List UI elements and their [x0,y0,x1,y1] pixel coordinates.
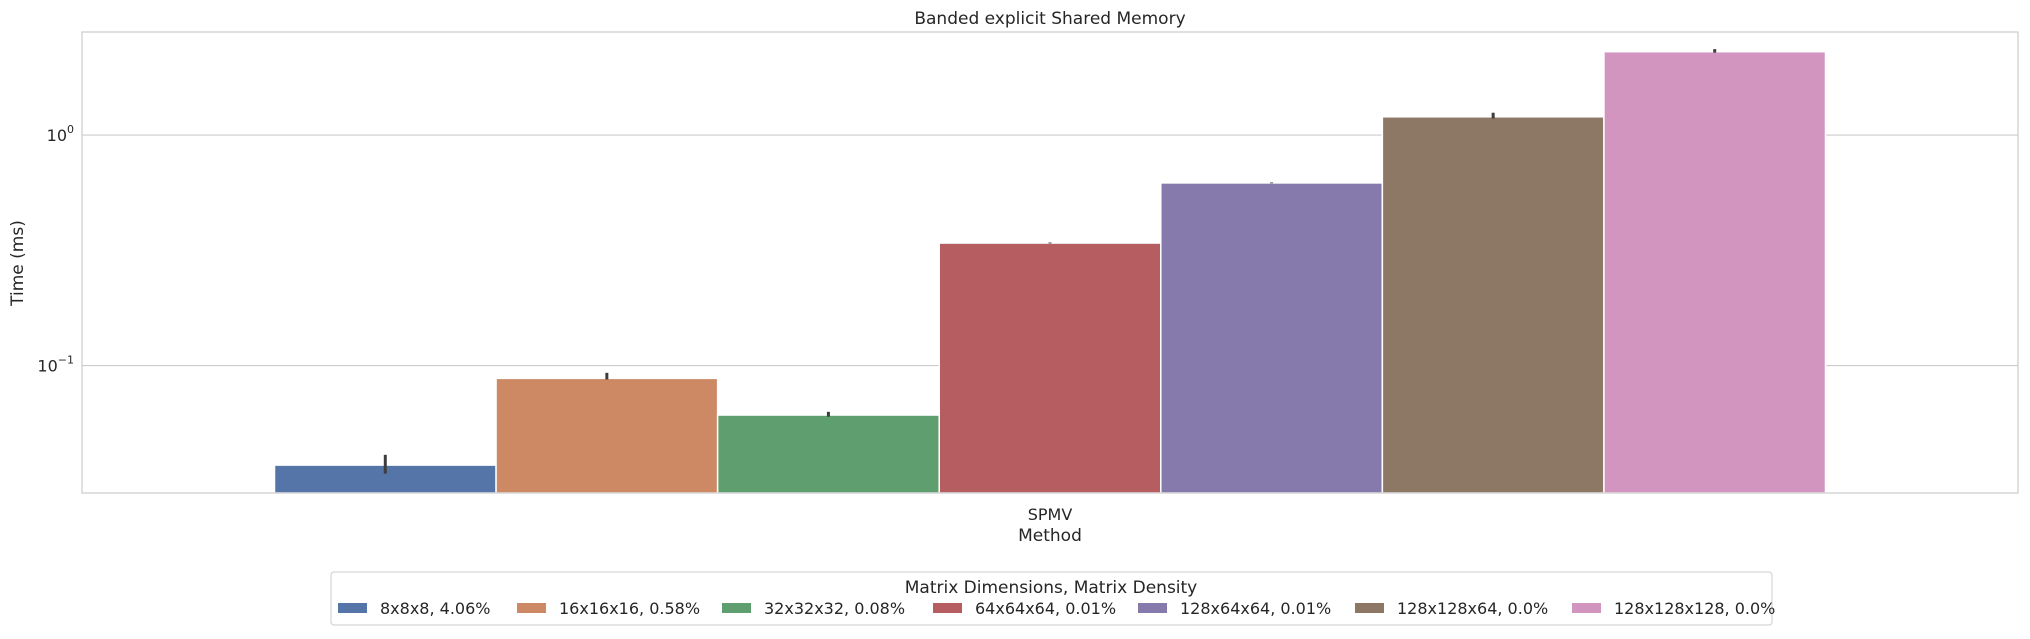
legend-swatch [338,603,367,613]
bar [716,414,940,494]
legend-swatch [517,603,546,613]
legend-label: 128x128x64, 0.0% [1397,599,1548,618]
legend-frame [330,571,1773,626]
legend-label: 32x32x32, 0.08% [764,599,905,618]
legend-swatch [1355,603,1384,613]
legend-swatch [933,603,962,613]
bar [1381,116,1605,494]
chart-title: Banded explicit Shared Memory [914,9,1185,29]
legend-label: 16x16x16, 0.58% [559,599,700,618]
x-axis-label: Method [1018,526,1082,546]
legend-items: 8x8x8, 4.06% 16x16x16, 0.58% 32x32x32, 0.0… [338,599,1775,618]
bars-layer [273,50,1827,494]
bar [1160,182,1384,494]
legend-swatch [722,603,751,613]
legend-title: Matrix Dimensions, Matrix Density [905,578,1198,598]
bar [1603,50,1827,494]
legend: Matrix Dimensions, Matrix Density 8x8x8,… [330,571,1775,626]
legend-label: 128x128x128, 0.0% [1614,599,1775,618]
legend-label: 8x8x8, 4.06% [380,599,490,618]
legend-label: 128x64x64, 0.01% [1180,599,1331,618]
bar [938,242,1162,494]
legend-swatch [1138,603,1167,613]
legend-swatch [1572,603,1601,613]
error-bars-layer [383,49,1717,474]
y-tick-label: 10−1 [37,354,74,376]
y-tick-label: 100 [47,123,74,145]
bar [495,377,719,494]
y-axis-ticks: 10−1 100 [37,123,74,375]
plot-frame [81,31,2019,494]
x-tick-label: SPMV [1028,505,1073,524]
y-axis-label: Time (ms) [8,220,28,307]
legend-label: 64x64x64, 0.01% [975,599,1116,618]
